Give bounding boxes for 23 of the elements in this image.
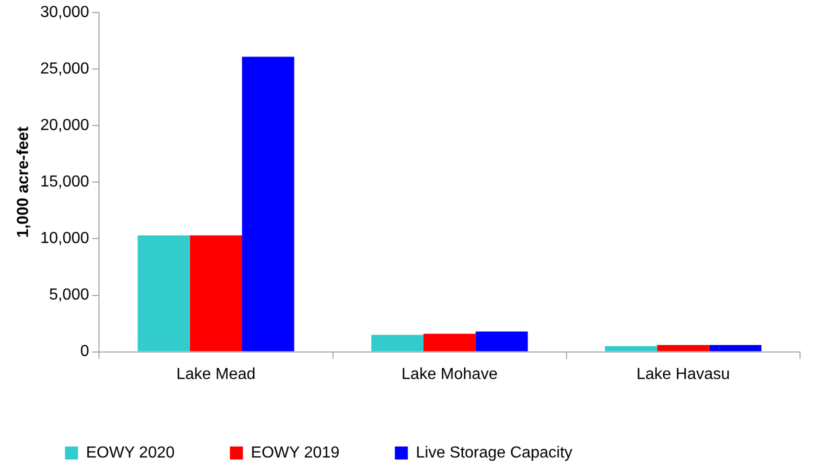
bar [476,331,528,352]
legend-label: EOWY 2020 [86,444,175,462]
bar [138,235,190,352]
x-tick-label: Lake Mead [176,366,256,383]
bar [709,345,762,352]
y-tick-label: 30,000 [40,4,90,22]
bar [190,235,242,352]
bar [604,346,658,352]
y-tick-label: 0 [80,343,90,360]
y-axis-title: 1,000 acre-feet [15,126,32,238]
bar [423,334,476,352]
y-tick-label: 5,000 [49,286,90,304]
bar [371,334,424,352]
x-tick-label: Lake Havasu [636,366,730,383]
y-tick-label: 10,000 [40,230,90,248]
y-tick-label: 15,000 [40,174,90,191]
legend-label: EOWY 2019 [250,444,340,462]
bar [657,345,710,352]
y-tick-label: 20,000 [40,117,90,134]
bar [242,56,294,352]
x-tick-label: Lake Mohave [402,366,498,383]
y-tick-label: 25,000 [40,60,90,78]
legend-label: Live Storage Capacity [416,444,572,462]
